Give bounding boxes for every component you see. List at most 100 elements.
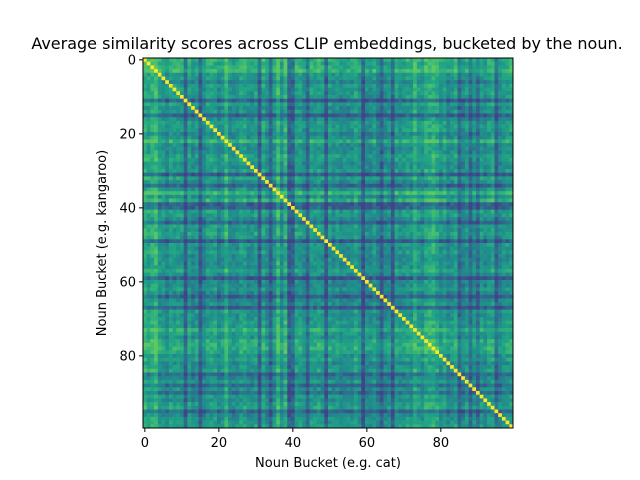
heatmap-cell	[313, 235, 318, 240]
heatmap-cell	[209, 61, 214, 66]
heatmap-cell	[272, 83, 277, 88]
heatmap-cell	[143, 80, 148, 85]
heatmap-cell	[498, 213, 503, 218]
heatmap-cell	[276, 76, 281, 81]
heatmap-cell	[217, 120, 222, 125]
heatmap-cell	[213, 124, 218, 129]
heatmap-cell	[250, 224, 255, 229]
heatmap-cell	[450, 80, 455, 85]
heatmap-cell	[335, 117, 340, 122]
heatmap-cell	[402, 206, 407, 211]
heatmap-cell	[483, 113, 488, 118]
heatmap-cell	[446, 72, 451, 77]
heatmap-cell	[213, 150, 218, 155]
heatmap-cell	[376, 69, 381, 74]
heatmap-cell	[180, 161, 185, 166]
heatmap-cell	[283, 235, 288, 240]
heatmap-cell	[387, 194, 392, 199]
heatmap-cell	[305, 69, 310, 74]
heatmap-cell	[154, 80, 159, 85]
heatmap-cell	[405, 83, 410, 88]
heatmap-cell	[494, 239, 499, 244]
heatmap-cell	[176, 117, 181, 122]
heatmap-cell	[180, 176, 185, 181]
heatmap-cell	[194, 91, 199, 96]
heatmap-cell	[154, 169, 159, 174]
heatmap-cell	[276, 58, 281, 63]
heatmap-cell	[217, 150, 222, 155]
heatmap-cell	[294, 117, 299, 122]
heatmap-cell	[294, 235, 299, 240]
heatmap-cell	[431, 165, 436, 170]
heatmap-cell	[427, 176, 432, 181]
heatmap-cell	[168, 172, 173, 177]
heatmap-cell	[250, 69, 255, 74]
heatmap-cell	[468, 72, 473, 77]
heatmap-cell	[461, 69, 466, 74]
heatmap-cell	[283, 120, 288, 125]
heatmap-cell	[220, 146, 225, 151]
heatmap-cell	[272, 202, 277, 207]
heatmap-cell	[365, 209, 370, 214]
heatmap-cell	[365, 187, 370, 192]
heatmap-cell	[202, 117, 207, 122]
heatmap-cell	[487, 172, 492, 177]
heatmap-cell	[328, 180, 333, 185]
heatmap-cell	[298, 146, 303, 151]
heatmap-cell	[217, 69, 222, 74]
heatmap-cell	[498, 87, 503, 92]
heatmap-cell	[453, 228, 458, 233]
heatmap-cell	[439, 72, 444, 77]
heatmap-cell	[313, 180, 318, 185]
heatmap-cell	[276, 198, 281, 203]
heatmap-cell	[413, 209, 418, 214]
heatmap-cell	[331, 239, 336, 244]
heatmap-cell	[472, 109, 477, 114]
heatmap-cell	[346, 231, 351, 236]
heatmap-cell	[279, 106, 284, 111]
heatmap-cell	[205, 239, 210, 244]
heatmap-cell	[268, 231, 273, 236]
heatmap-cell	[368, 224, 373, 229]
heatmap-cell	[276, 239, 281, 244]
heatmap-cell	[242, 231, 247, 236]
heatmap-cell	[409, 194, 414, 199]
heatmap-cell	[265, 117, 270, 122]
heatmap-cell	[472, 113, 477, 118]
heatmap-cell	[291, 95, 296, 100]
heatmap-cell	[209, 209, 214, 214]
heatmap-cell	[276, 83, 281, 88]
heatmap-cell	[172, 183, 177, 188]
heatmap-cell	[254, 72, 259, 77]
heatmap-cell	[402, 213, 407, 218]
heatmap-cell	[501, 217, 506, 222]
heatmap-cell	[294, 217, 299, 222]
heatmap-cell	[483, 80, 488, 85]
heatmap-cell	[420, 191, 425, 196]
heatmap-cell	[224, 187, 229, 192]
heatmap-cell	[298, 109, 303, 114]
heatmap-cell	[187, 157, 192, 162]
heatmap-cell	[331, 231, 336, 236]
heatmap-cell	[220, 113, 225, 118]
heatmap-cell	[472, 206, 477, 211]
heatmap-cell	[309, 206, 314, 211]
heatmap-cell	[265, 72, 270, 77]
heatmap-cell	[172, 154, 177, 159]
heatmap-cell	[242, 117, 247, 122]
heatmap-cell	[398, 132, 403, 137]
heatmap-cell	[194, 206, 199, 211]
heatmap-cell	[339, 91, 344, 96]
heatmap-cell	[161, 213, 166, 218]
heatmap-cell	[220, 58, 225, 63]
heatmap-cell	[342, 83, 347, 88]
heatmap-cell	[446, 224, 451, 229]
heatmap-cell	[154, 120, 159, 125]
heatmap-cell	[242, 206, 247, 211]
heatmap-cell	[501, 198, 506, 203]
heatmap-cell	[146, 98, 151, 103]
heatmap-cell	[387, 109, 392, 114]
heatmap-cell	[442, 150, 447, 155]
heatmap-cell	[353, 209, 358, 214]
heatmap-cell	[209, 191, 214, 196]
